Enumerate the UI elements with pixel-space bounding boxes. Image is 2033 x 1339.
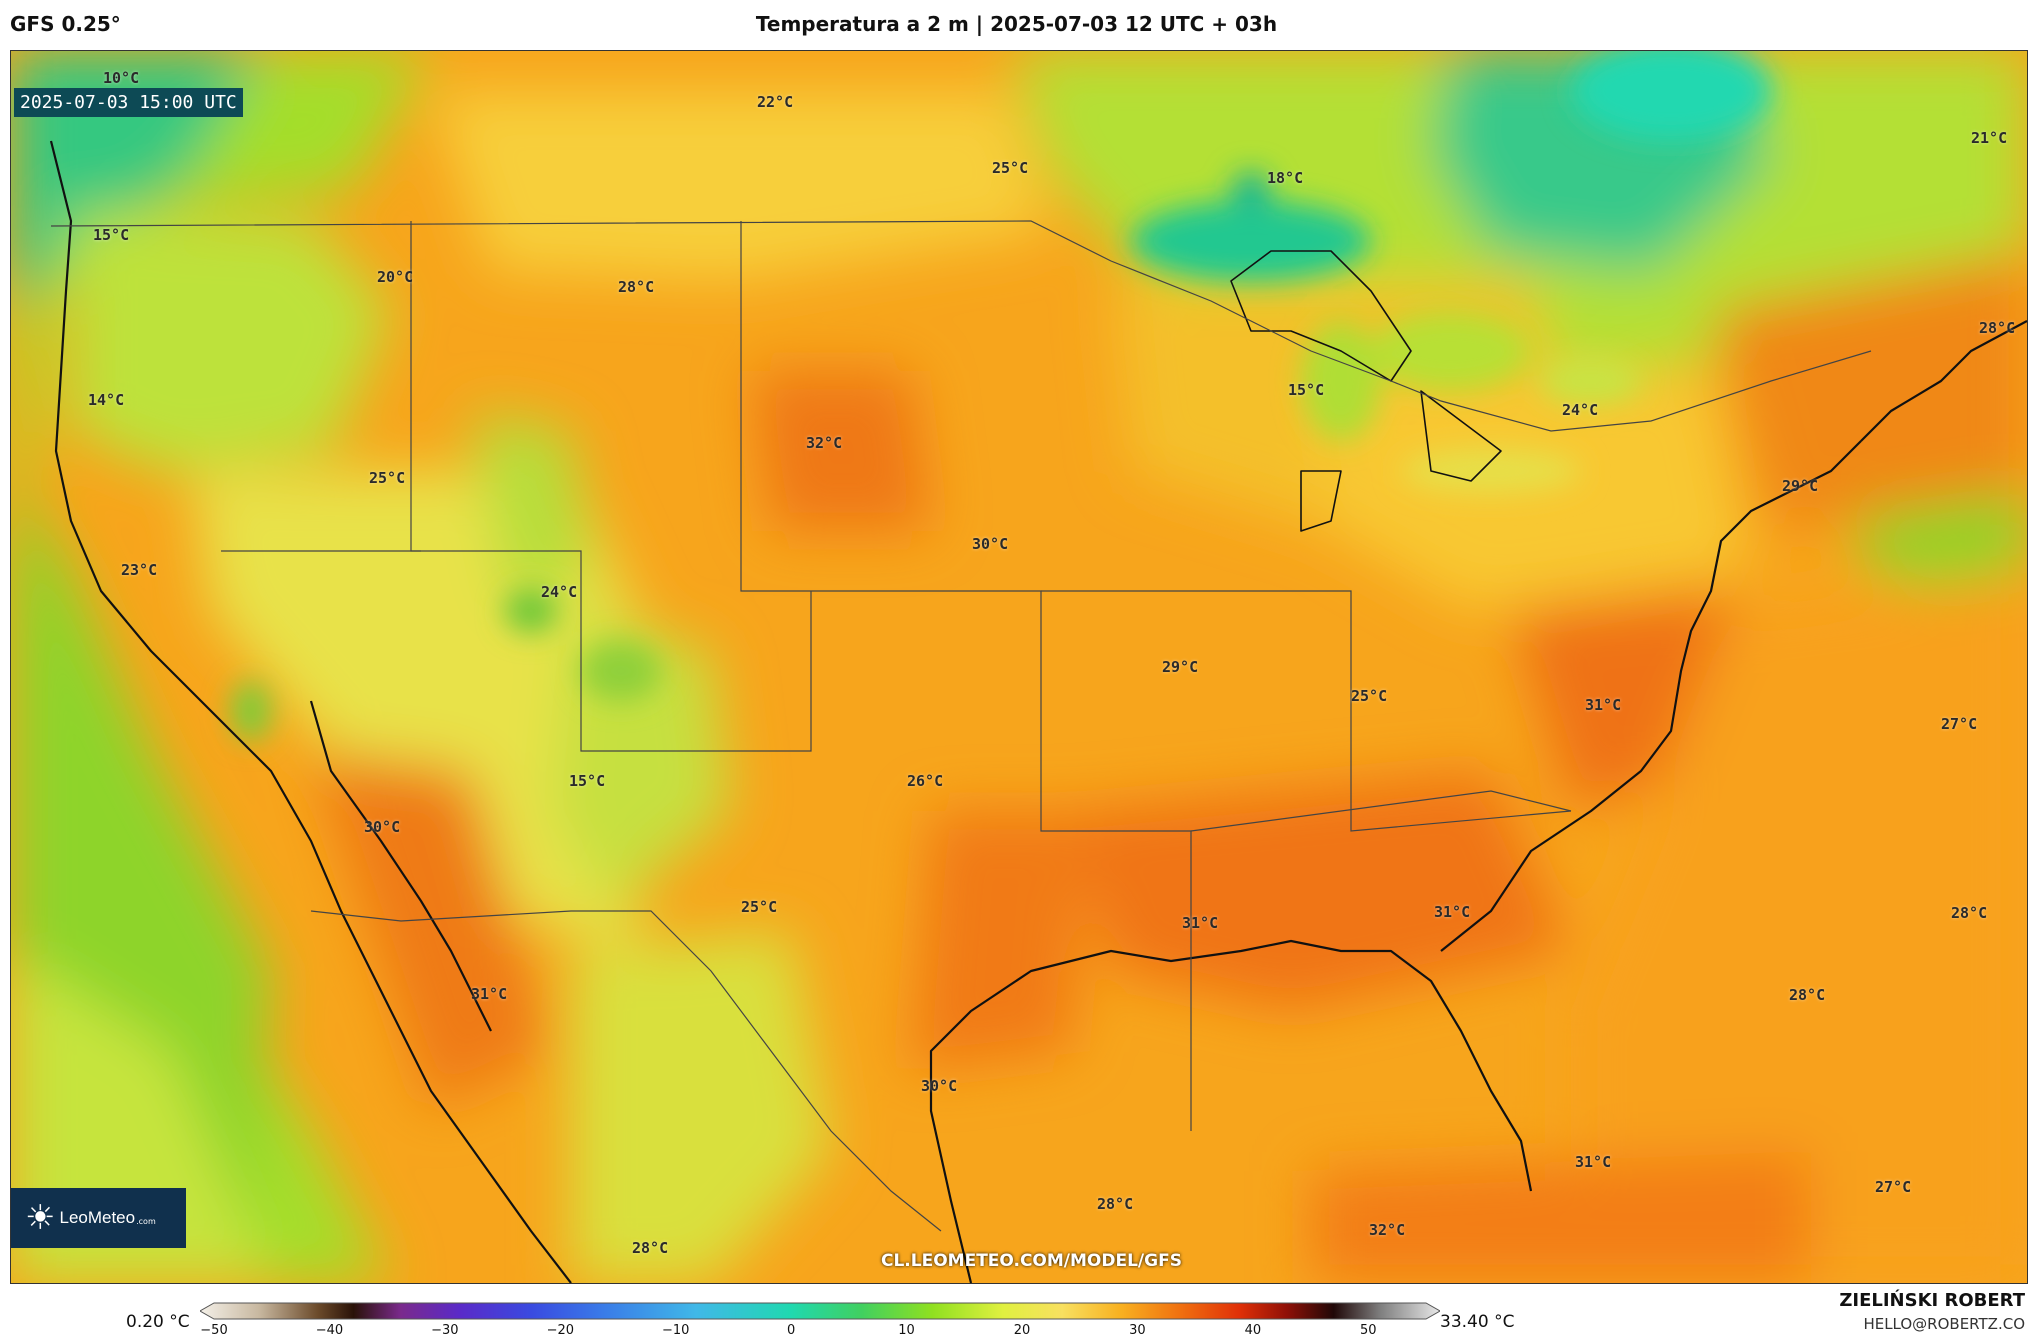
temperature-label: 28°C	[1979, 319, 2016, 337]
temperature-label: 25°C	[369, 469, 406, 487]
colorbar-tick-label: 20	[1013, 1323, 1031, 1338]
colorbar-tick-label: −20	[546, 1323, 574, 1338]
temperature-field	[11, 51, 2027, 1283]
leometeo-logo: ☀ LeoMeteo .com	[11, 1188, 186, 1248]
colorbar-tick-label: 0	[787, 1323, 796, 1338]
colorbar-tick-label: −10	[661, 1323, 690, 1338]
temperature-label: 30°C	[921, 1077, 958, 1095]
temperature-label: 28°C	[618, 278, 655, 296]
temperature-colorbar	[200, 1302, 1440, 1320]
temperature-label: 28°C	[1789, 986, 1826, 1004]
temperature-label: 30°C	[364, 818, 401, 836]
temperature-label: 31°C	[1585, 696, 1622, 714]
temperature-label: 22°C	[757, 93, 794, 111]
colorbar-tick-label: 30	[1129, 1323, 1146, 1338]
scale-max-value: 33.40 °C	[1440, 1312, 1515, 1332]
temperature-label: 25°C	[992, 159, 1029, 177]
colorbar-tick-label: −40	[315, 1323, 344, 1338]
temperature-label: 25°C	[1351, 687, 1388, 705]
temperature-map[interactable]: 2025-07-03 15:00 UTC 10°C 22°C 25°C 18°C…	[10, 50, 2028, 1284]
map-title: Temperatura a 2 m | 2025-07-03 12 UTC + …	[755, 12, 1278, 36]
author-name: ZIELIŃSKI ROBERT	[1839, 1290, 2025, 1311]
author-email[interactable]: HELLO@ROBERTZ.CO	[1863, 1315, 2025, 1333]
colorbar-tick-label: −50	[200, 1323, 228, 1338]
logo-text: LeoMeteo	[59, 1208, 136, 1227]
temperature-label: 31°C	[1575, 1153, 1612, 1171]
temperature-label: 14°C	[88, 391, 125, 409]
temperature-label: 31°C	[1434, 903, 1471, 921]
temperature-label: 28°C	[632, 1239, 669, 1257]
temperature-label: 32°C	[806, 434, 843, 452]
valid-time-badge: 2025-07-03 15:00 UTC	[14, 88, 243, 117]
temperature-label: 28°C	[1951, 904, 1988, 922]
sun-icon: ☀	[25, 1198, 56, 1238]
colorbar-tick-label: −30	[431, 1323, 459, 1338]
temperature-label: 15°C	[93, 226, 130, 244]
temperature-label: 30°C	[972, 535, 1009, 553]
temperature-label: 15°C	[1288, 381, 1325, 399]
temperature-label: 29°C	[1162, 658, 1199, 676]
temperature-label: 23°C	[121, 561, 158, 579]
temperature-label: 21°C	[1971, 129, 2008, 147]
colorbar-tick-label: 40	[1244, 1323, 1262, 1338]
temperature-label: 27°C	[1875, 1178, 1912, 1196]
temperature-label: 28°C	[1097, 1195, 1134, 1213]
temperature-label: 25°C	[741, 898, 778, 916]
temperature-label: 31°C	[471, 985, 508, 1003]
temperature-label: 31°C	[1182, 914, 1219, 932]
model-label: GFS 0.25°	[10, 12, 121, 36]
colorbar-tick-label: 10	[898, 1323, 915, 1338]
temperature-label: 24°C	[1562, 401, 1599, 419]
temperature-label: 24°C	[541, 583, 578, 601]
temperature-label: 10°C	[103, 69, 140, 87]
temperature-label: 27°C	[1941, 715, 1978, 733]
temperature-label: 18°C	[1267, 169, 1304, 187]
scale-min-value: 0.20 °C	[126, 1312, 190, 1332]
colorbar-tick-label: 50	[1360, 1323, 1377, 1338]
temperature-label: 15°C	[569, 772, 606, 790]
temperature-label: 32°C	[1369, 1221, 1406, 1239]
logo-domain: .com	[136, 1216, 156, 1226]
temperature-label: 29°C	[1782, 477, 1819, 495]
source-url[interactable]: CL.LEOMETEO.COM/MODEL/GFS	[881, 1251, 1182, 1271]
temperature-label: 20°C	[377, 268, 414, 286]
temperature-label: 26°C	[907, 772, 944, 790]
